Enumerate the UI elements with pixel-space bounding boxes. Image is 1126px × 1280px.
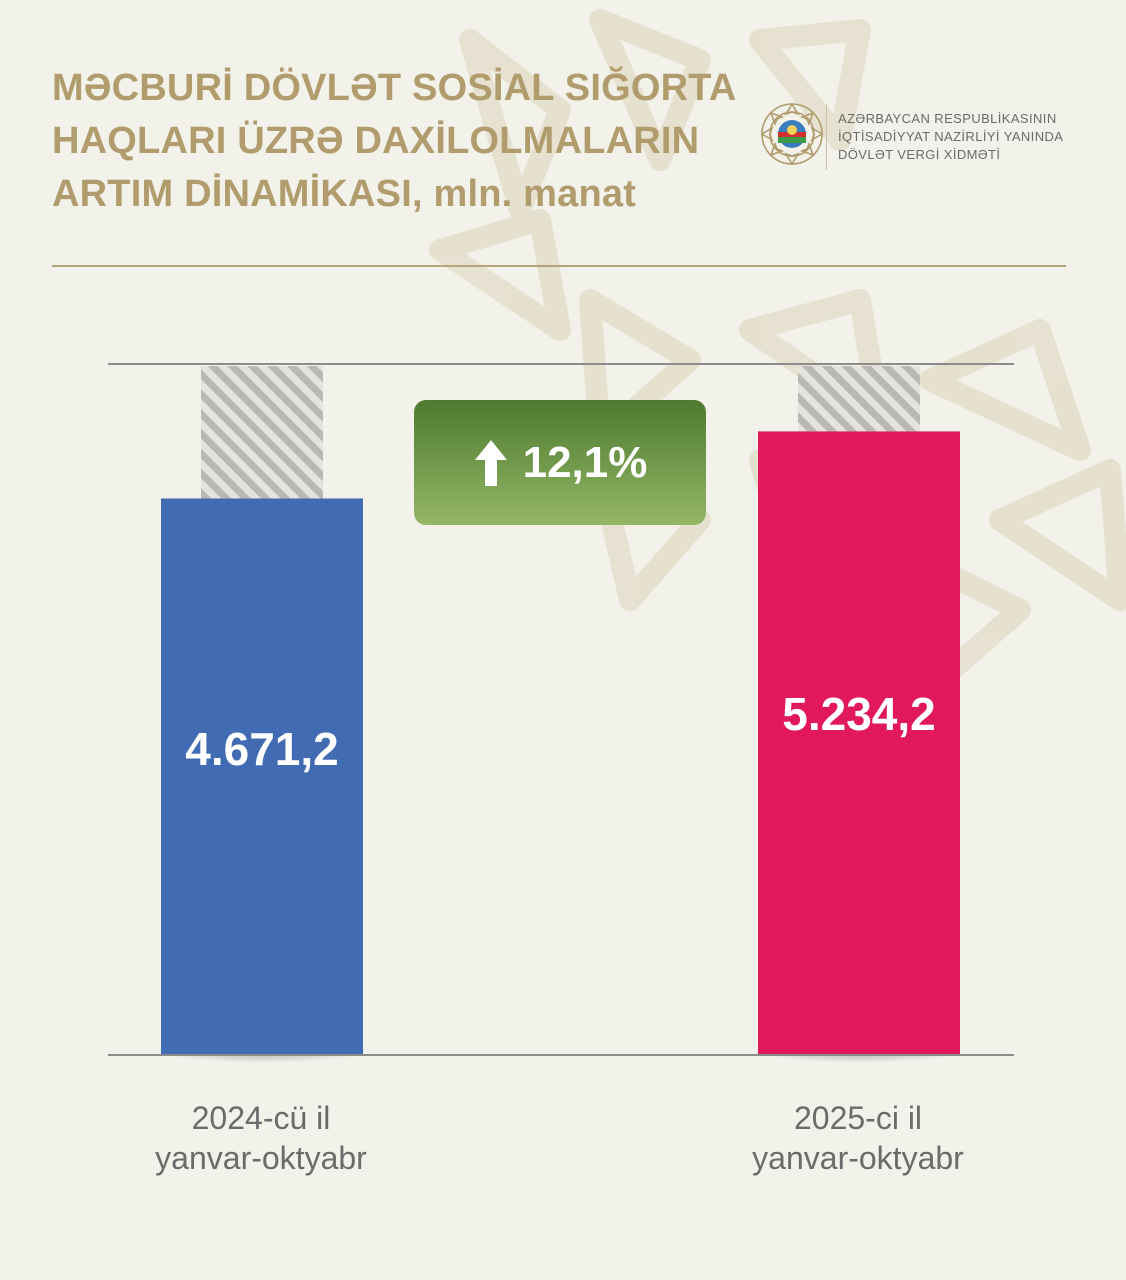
- organization-name-line-2: İQTİSADİYYAT NAZİRLİYİ YANINDA: [838, 129, 1064, 144]
- logo-divider: [826, 104, 827, 170]
- category-label-2024: 2024-cü il yanvar-oktyabr: [111, 1098, 411, 1178]
- state-emblem-icon: [760, 102, 824, 166]
- growth-badge: 12,1%: [414, 400, 706, 525]
- arrow-up-icon: [474, 439, 507, 486]
- category-label-2025: 2025-ci il yanvar-oktyabr: [708, 1098, 1008, 1178]
- bar-2025: [758, 431, 960, 1056]
- category-label-2024-line-2: yanvar-oktyabr: [155, 1140, 367, 1176]
- category-label-2025-line-2: yanvar-oktyabr: [752, 1140, 964, 1176]
- category-label-2025-line-1: 2025-ci il: [793, 1100, 923, 1136]
- title-line-3: ARTIM DİNAMİKASI, mln. manat: [52, 168, 752, 221]
- page-title: MƏCBURİ DÖVLƏT SOSİAL SIĞORTA HAQLARI ÜZ…: [52, 62, 752, 221]
- bar-remainder-2025: [798, 366, 920, 432]
- bar-value-label-2025: 5.234,2: [782, 688, 935, 740]
- title-line-1: MƏCBURİ DÖVLƏT SOSİAL SIĞORTA: [52, 67, 737, 109]
- organization-logo: [758, 100, 1078, 175]
- organization-name-line-3: DÖVLƏT VERGİ XİDMƏTİ: [838, 147, 1001, 162]
- bar-remainder-2024: [201, 366, 323, 499]
- organization-name-line-1: AZƏRBAYCAN RESPUBLİKASININ: [838, 111, 1057, 126]
- title-line-3-main: ARTIM DİNAMİKASI,: [52, 173, 423, 215]
- category-label-2024-line-1: 2024-cü il: [191, 1100, 331, 1136]
- bar-value-label-2024: 4.671,2: [185, 723, 338, 775]
- growth-percentage: 12,1%: [522, 437, 648, 487]
- title-unit: mln. manat: [433, 173, 637, 215]
- header-divider: [52, 265, 1066, 267]
- bar-2024: [161, 498, 363, 1055]
- organization-name: AZƏRBAYCAN RESPUBLİKASININ İQTİSADİYYAT …: [838, 110, 1098, 164]
- title-line-2: HAQLARI ÜZRƏ DAXİLOLMALARIN: [52, 120, 700, 162]
